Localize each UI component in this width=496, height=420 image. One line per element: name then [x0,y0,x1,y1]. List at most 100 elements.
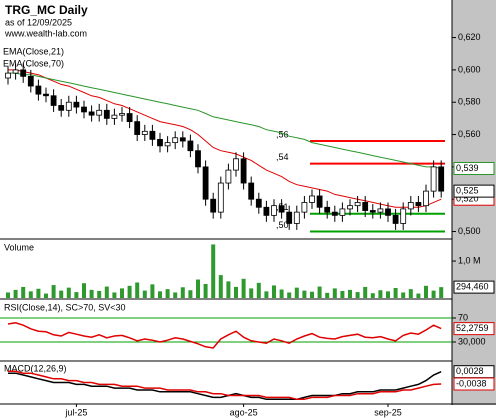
volume-bar [211,244,216,298]
panel-title: RSI(Close,14), SC>70, SV<30 [4,302,126,312]
volume-bar [82,283,86,298]
chart-title: TRG_MC Daily [5,3,88,17]
volume-bar [135,282,140,298]
value-label-box [453,161,495,175]
candle-body [172,137,179,144]
candle-body [50,95,57,106]
candle-body [316,195,323,208]
legend-entry: EMA(Close,70) [3,58,64,68]
volume-bar [363,286,368,298]
candle-body [126,113,133,123]
volume-bar [158,291,162,298]
volume-bar [165,289,170,298]
volume-bar [439,287,444,298]
volume-bar [241,278,246,298]
candle-body [210,198,217,213]
y-tick-label: 0,500 [458,226,481,236]
source: www.wealth-lab.com [4,28,87,38]
candle-body [240,158,247,184]
volume-bar [66,287,71,298]
candle-body [164,142,171,147]
value-label-box [453,322,495,336]
volume-bar [51,285,56,298]
value-label-box [453,377,495,391]
value-label: 0,520 [456,194,479,204]
volume-bar [104,286,109,298]
volume-bar [13,289,18,298]
value-label: -0,0038 [456,378,487,388]
indicator-line [7,322,442,349]
volume-bar [386,291,390,298]
candle-body [81,106,87,113]
volume-bar [59,290,64,298]
volume-bar [355,292,360,298]
candle-body [293,211,300,224]
volume-bar [408,289,413,298]
candle-body [225,169,232,184]
candle-body [400,208,407,224]
volume-bar [325,292,330,298]
candle-body [12,69,19,74]
volume-bar [302,290,307,298]
y-tick-label: 0,580 [458,97,481,107]
volume-bar [127,285,132,298]
volume-bar [150,284,155,298]
volume-bar [401,292,406,298]
indicator-line [8,371,442,401]
value-label: 294,460 [456,281,489,291]
y-tick-label: 0,600 [458,64,481,74]
candle-body [88,111,95,116]
volume-bar [340,290,345,298]
volume-bar [28,291,33,298]
indicator-line [8,370,442,401]
volume-bar [424,285,428,298]
y-tick-label: 30,000 [458,336,486,346]
x-tick-label: jul-25 [64,407,87,417]
candle-body [339,208,346,216]
candle-body [407,202,414,210]
candle-body [141,130,148,135]
volume-bar [120,288,124,298]
volume-bar [36,288,41,298]
volume-bar [264,291,269,298]
level-label: ,56 [276,129,289,139]
candle-body [58,105,65,111]
candle-body [392,214,399,224]
level-label: ,54 [276,152,289,162]
legend-entry: EMA(Close,21) [3,46,64,56]
volume-bar [348,289,352,298]
volume-bar [180,287,185,298]
volume-bar [203,283,208,298]
volume-bar [294,287,299,298]
candle-body [134,121,141,135]
candle-body [255,198,262,208]
candle-body [271,205,277,216]
candle-body [415,202,422,207]
volume-bar [378,290,383,298]
volume-bar [142,290,147,298]
candle-body [35,85,42,95]
candle-body [65,101,72,111]
candle-body [309,195,315,203]
volume-bar [416,293,421,298]
volume-bar [272,285,276,298]
candle-body [157,138,163,147]
volume-bar [317,286,322,298]
candle-body [103,109,110,119]
volume-bar [287,292,292,298]
candle-body [286,211,293,224]
value-label: 0,0028 [456,366,484,376]
y-tick-label: 0,560 [458,129,481,139]
x-tick-label: sep-25 [374,407,402,417]
volume-bar [431,290,436,298]
candle-body [179,137,186,142]
volume-bar [97,290,102,298]
candle-body [438,166,445,192]
volume-bar [44,293,48,298]
volume-bar [21,286,26,298]
y-tick-label: 70 [458,312,468,322]
volume-bar [218,275,223,298]
candle-body [96,109,103,116]
candle-body [301,202,308,213]
